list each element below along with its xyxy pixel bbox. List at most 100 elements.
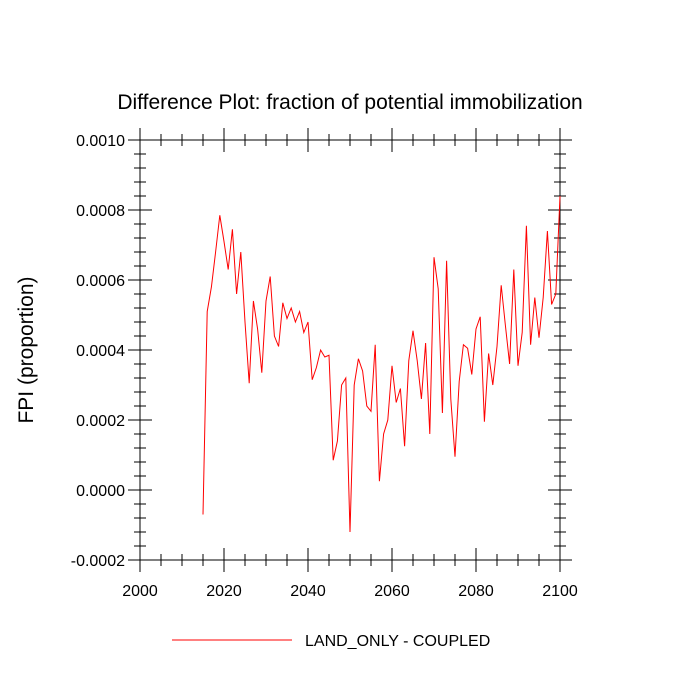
data-point bbox=[534, 297, 535, 298]
data-point bbox=[282, 302, 283, 303]
data-point bbox=[236, 294, 237, 295]
data-point bbox=[530, 344, 531, 345]
data-point bbox=[484, 421, 485, 422]
data-point bbox=[350, 532, 351, 533]
data-point bbox=[404, 446, 405, 447]
x-tick-label: 2040 bbox=[290, 583, 326, 600]
data-point bbox=[555, 294, 556, 295]
data-point bbox=[497, 346, 498, 347]
data-point bbox=[551, 304, 552, 305]
data-point bbox=[480, 316, 481, 317]
y-tick-label: -0.0002 bbox=[71, 553, 125, 570]
chart-title: Difference Plot: fraction of potential i… bbox=[117, 91, 582, 114]
data-point bbox=[312, 379, 313, 380]
data-point bbox=[261, 372, 262, 373]
data-point bbox=[215, 252, 216, 253]
data-point bbox=[354, 385, 355, 386]
data-point bbox=[345, 378, 346, 379]
x-tick-label: 2060 bbox=[374, 583, 410, 600]
data-point bbox=[467, 348, 468, 349]
y-tick-label: 0.0002 bbox=[76, 413, 125, 430]
x-tick-label: 2020 bbox=[206, 583, 242, 600]
data-point bbox=[400, 388, 401, 389]
x-tick-label: 2000 bbox=[122, 583, 158, 600]
data-point bbox=[337, 441, 338, 442]
data-point bbox=[379, 481, 380, 482]
x-tick-label: 2080 bbox=[458, 583, 494, 600]
data-point bbox=[329, 355, 330, 356]
data-point bbox=[240, 252, 241, 253]
data-point bbox=[375, 344, 376, 345]
data-point bbox=[245, 322, 246, 323]
data-point bbox=[333, 460, 334, 461]
legend-label: LAND_ONLY - COUPLED bbox=[305, 633, 490, 650]
data-point bbox=[417, 360, 418, 361]
y-axis: -0.0002 0.0000 0.0002 0.0004 0.0006 0.0008 0.0… bbox=[71, 133, 572, 570]
data-point bbox=[249, 383, 250, 384]
data-point bbox=[492, 385, 493, 386]
y-tick-label: 0.0006 bbox=[76, 273, 125, 290]
data-point bbox=[278, 346, 279, 347]
data-point bbox=[316, 367, 317, 368]
data-point bbox=[560, 196, 561, 197]
data-point bbox=[274, 336, 275, 337]
y-axis-title: FPI (proportion) bbox=[15, 276, 38, 423]
data-point bbox=[383, 434, 384, 435]
x-tick-label: 2100 bbox=[542, 583, 578, 600]
data-point bbox=[425, 343, 426, 344]
data-point bbox=[463, 344, 464, 345]
data-point bbox=[232, 229, 233, 230]
data-point bbox=[509, 364, 510, 365]
x-axis: 2000 2020 2040 2060 2080 2100 bbox=[122, 128, 578, 600]
data-point bbox=[408, 360, 409, 361]
data-point bbox=[450, 399, 451, 400]
data-point bbox=[303, 332, 304, 333]
data-point bbox=[459, 381, 460, 382]
data-point bbox=[387, 420, 388, 421]
y-tick-label: 0.0000 bbox=[76, 483, 125, 500]
series-group bbox=[202, 195, 561, 533]
data-point bbox=[266, 301, 267, 302]
data-point bbox=[501, 285, 502, 286]
data-point bbox=[308, 322, 309, 323]
data-point bbox=[476, 329, 477, 330]
data-point bbox=[455, 456, 456, 457]
y-tick-label: 0.0010 bbox=[76, 133, 125, 150]
data-point bbox=[442, 413, 443, 414]
legend: LAND_ONLY - COUPLED bbox=[172, 633, 490, 650]
data-point bbox=[396, 402, 397, 403]
data-point bbox=[513, 269, 514, 270]
data-point bbox=[253, 301, 254, 302]
series-line bbox=[202, 195, 561, 533]
data-point bbox=[522, 332, 523, 333]
data-point bbox=[526, 225, 527, 226]
data-point bbox=[320, 350, 321, 351]
data-point bbox=[291, 308, 292, 309]
data-point bbox=[434, 257, 435, 258]
data-point bbox=[257, 329, 258, 330]
data-point bbox=[366, 406, 367, 407]
data-point bbox=[228, 269, 229, 270]
y-tick-label: 0.0004 bbox=[76, 343, 125, 360]
data-point bbox=[295, 322, 296, 323]
data-point bbox=[211, 287, 212, 288]
data-point bbox=[207, 311, 208, 312]
data-point bbox=[371, 411, 372, 412]
data-point bbox=[471, 374, 472, 375]
data-point bbox=[429, 434, 430, 435]
data-point bbox=[299, 311, 300, 312]
y-tick-label: 0.0008 bbox=[76, 203, 125, 220]
data-point bbox=[270, 276, 271, 277]
data-point bbox=[488, 353, 489, 354]
data-point bbox=[547, 231, 548, 232]
data-point bbox=[287, 318, 288, 319]
data-point bbox=[543, 297, 544, 298]
data-point bbox=[203, 514, 204, 515]
data-point bbox=[438, 288, 439, 289]
data-point bbox=[446, 260, 447, 261]
data-point bbox=[518, 365, 519, 366]
data-point bbox=[413, 330, 414, 331]
data-point bbox=[539, 337, 540, 338]
data-point bbox=[219, 215, 220, 216]
data-point bbox=[358, 358, 359, 359]
